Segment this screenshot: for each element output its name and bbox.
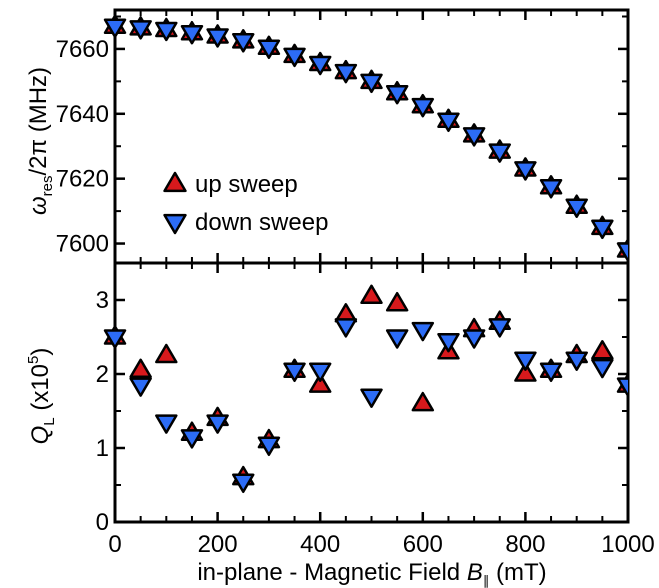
down-sweep-point [385, 329, 409, 349]
up-sweep-point [155, 343, 178, 364]
up-sweep-point [514, 362, 537, 382]
down-sweep-point [232, 473, 255, 494]
panel-quality-factor: 0 1 2 3 0 200 400 600 800 1000 [96, 261, 655, 558]
top-markers [103, 14, 628, 262]
down-sweep-point [334, 318, 358, 338]
down-sweep-point [232, 33, 255, 53]
down-sweep-point [257, 436, 281, 457]
x-tick-label: 600 [403, 531, 443, 558]
down-sweep-point [129, 377, 152, 397]
down-sweep-point [411, 321, 435, 342]
down-sweep-point [616, 377, 628, 397]
legend-up-sweep-label: up sweep [195, 171, 298, 198]
down-sweep-point [206, 28, 229, 48]
down-sweep-point [103, 18, 127, 38]
up-sweep-point [385, 291, 409, 312]
down-sweep-point [206, 414, 229, 434]
x-axis-title: in-plane - Magnetic Field B∥ (mT) [197, 559, 546, 588]
bottom-y-tick-label: 0 [96, 509, 109, 536]
top-y-tick-label: 7660 [56, 36, 109, 63]
down-sweep-point [334, 63, 358, 84]
down-sweep-point [437, 112, 460, 133]
down-sweep-point [360, 388, 383, 408]
bottom-y-tick-label: 1 [96, 435, 109, 462]
x-tick-label: 0 [108, 531, 121, 558]
top-y-tick-label: 7620 [56, 166, 109, 193]
down-sweep-point [488, 318, 511, 338]
down-sweep-point [257, 39, 281, 60]
down-sweep-point [437, 332, 460, 353]
x-tick-label: 800 [505, 531, 545, 558]
top-y-axis-title: ωres/2π (MHz) [25, 67, 56, 215]
down-sweep-point [283, 362, 306, 383]
axis-titles: ωres/2π (MHz) QL (x105) in-plane - Magne… [25, 67, 547, 588]
down-sweep-point [539, 179, 563, 199]
down-sweep-point [308, 362, 332, 383]
x-tick-label: 400 [300, 531, 340, 558]
legend: up sweep down sweep [163, 171, 328, 236]
top-y-tick-label: 7600 [56, 231, 109, 258]
top-plot-frame [113, 8, 630, 265]
x-tick-label: 200 [198, 531, 238, 558]
x-tick-label: 1000 [601, 531, 654, 558]
down-sweep-point [155, 21, 178, 42]
down-sweep-point [308, 55, 332, 76]
down-sweep-point [488, 143, 511, 163]
down-sweep-point [565, 198, 588, 218]
down-sweep-point [616, 242, 628, 262]
top-y-tick-label: 7640 [56, 101, 109, 128]
down-sweep-point [462, 329, 486, 349]
down-sweep-point [539, 362, 563, 383]
bottom-markers [103, 284, 628, 494]
down-sweep-point [180, 429, 204, 449]
down-sweep-point [514, 161, 537, 181]
bottom-y-tick-label: 2 [96, 361, 109, 388]
legend-down-sweep-marker [163, 213, 187, 235]
up-sweep-point [129, 358, 152, 379]
down-sweep-point [180, 24, 204, 45]
up-sweep-point [308, 373, 332, 393]
down-sweep-point [385, 84, 409, 105]
panel-resonance-frequency: 7600 7620 7640 7660 [56, 8, 630, 265]
down-sweep-point [591, 219, 614, 240]
down-sweep-point [283, 47, 306, 68]
down-sweep-point [591, 358, 614, 379]
up-sweep-point [591, 340, 614, 360]
down-sweep-point [411, 97, 435, 118]
down-sweep-point [103, 329, 127, 349]
down-sweep-point [155, 414, 178, 434]
bottom-y-tick-label: 3 [96, 287, 109, 314]
bottom-y-axis-title: QL (x105) [25, 348, 58, 445]
up-sweep-point [360, 284, 383, 305]
down-sweep-point [565, 351, 588, 371]
down-sweep-point [462, 127, 486, 147]
down-sweep-point [514, 351, 537, 371]
legend-up-sweep-marker [163, 171, 187, 193]
legend-down-sweep-label: down sweep [195, 209, 328, 236]
down-sweep-point [129, 20, 152, 40]
down-sweep-point [360, 73, 383, 94]
up-sweep-point [411, 391, 435, 412]
